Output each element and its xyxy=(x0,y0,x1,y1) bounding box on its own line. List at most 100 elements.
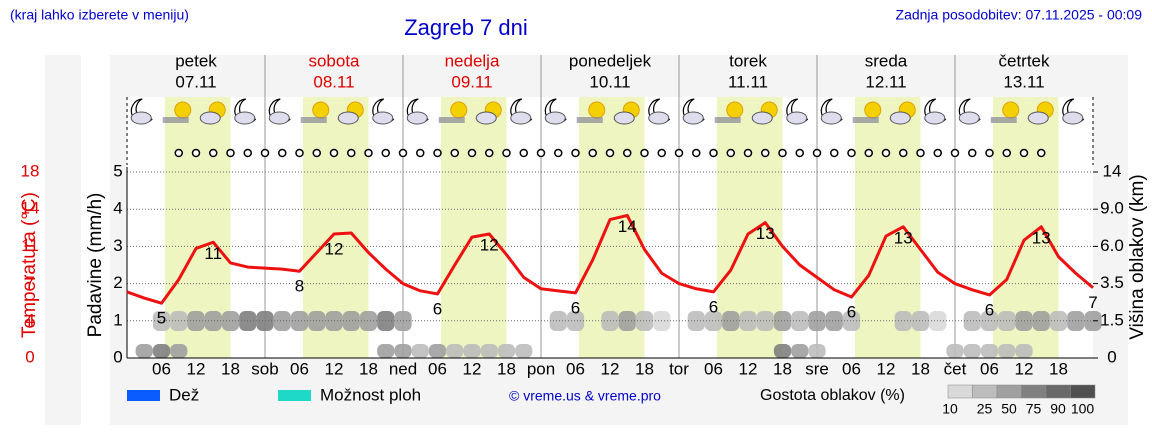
cloud-density xyxy=(894,311,912,331)
cloud-density xyxy=(791,344,809,358)
calm-wind xyxy=(278,148,287,158)
calm-wind xyxy=(381,148,390,158)
x-tick-label: 18 xyxy=(359,359,378,378)
x-tick-label: 18 xyxy=(221,359,240,378)
cloud-height-axis-label: Višina oblakov (km) xyxy=(1127,174,1148,339)
cloud-icon xyxy=(751,111,773,125)
temperature-label: 6 xyxy=(985,300,994,319)
calm-wind xyxy=(243,148,252,158)
calm-wind xyxy=(312,148,321,158)
calm-wind xyxy=(416,148,425,158)
calm-wind xyxy=(778,148,787,158)
cloud-density xyxy=(963,311,981,331)
sun-icon xyxy=(312,101,330,119)
cloud-icon xyxy=(889,111,911,125)
cloud-scale-label: 75 xyxy=(1026,401,1042,417)
cloud-density xyxy=(808,344,826,358)
cloud-icon xyxy=(1027,111,1049,125)
day-date: 08.11 xyxy=(313,72,354,91)
precip-tick-label: 0 xyxy=(113,347,122,366)
temperature-line xyxy=(126,213,1094,305)
temperature-tick-label: 7 xyxy=(25,273,34,292)
cloud-icon xyxy=(544,111,566,125)
x-tick-label: 12 xyxy=(877,359,896,378)
day-name: torek xyxy=(729,51,767,70)
calm-wind xyxy=(398,148,408,158)
temperature-label: 8 xyxy=(295,277,304,296)
temperature-label: 6 xyxy=(433,299,442,318)
fog-icon xyxy=(714,117,741,123)
calm-wind xyxy=(709,148,718,158)
header-updated: Zadnja posodobitev: 07.11.2025 - 00:09 xyxy=(896,7,1143,23)
calm-wind xyxy=(519,148,528,158)
cloud-density xyxy=(911,311,930,331)
calm-wind xyxy=(467,148,477,158)
cloud-height-tick-label: 3.5 xyxy=(1100,273,1124,292)
x-tick-label: 06 xyxy=(980,359,999,378)
cloud-scale-box xyxy=(1045,384,1071,399)
cloud-density xyxy=(497,344,516,358)
x-tick-label: 12 xyxy=(187,359,206,378)
calm-wind xyxy=(743,148,753,158)
cloud-scale-box xyxy=(972,384,998,399)
cloud-density xyxy=(946,344,964,358)
calm-wind xyxy=(830,148,839,158)
cloud-density xyxy=(221,311,240,331)
cloud-scale-label: 100 xyxy=(1071,401,1095,417)
day-name: četrtek xyxy=(998,51,1050,70)
day-date: 12.11 xyxy=(865,72,906,91)
day-date: 13.11 xyxy=(1003,72,1044,91)
calm-wind xyxy=(554,148,563,158)
precip-tick-label: 3 xyxy=(113,236,122,255)
cloud-density xyxy=(446,344,464,358)
cloud-density xyxy=(963,344,981,358)
temperature-label: 12 xyxy=(325,239,344,258)
calm-wind xyxy=(640,148,649,158)
calm-wind xyxy=(536,148,546,158)
temperature-label: 6 xyxy=(709,297,718,316)
cloud-density xyxy=(1015,344,1033,358)
calm-wind xyxy=(657,148,666,158)
fog-icon xyxy=(576,117,603,123)
day-date: 07.11 xyxy=(175,72,216,91)
cloud-icon xyxy=(820,111,842,125)
x-tick-label: 12 xyxy=(601,359,620,378)
calm-wind xyxy=(950,148,960,158)
sun-icon xyxy=(726,101,744,119)
calm-wind xyxy=(260,148,270,158)
left-panel xyxy=(45,55,81,425)
cloud-density xyxy=(842,311,861,331)
cloud-density xyxy=(135,344,153,358)
sun-icon xyxy=(450,101,468,119)
cloud-icon xyxy=(613,111,635,125)
cloud-density xyxy=(1049,311,1068,331)
x-tick-label: sre xyxy=(805,359,829,378)
cloud-density xyxy=(428,344,447,358)
x-tick-label: 12 xyxy=(463,359,482,378)
sun-icon xyxy=(588,101,606,119)
x-tick-label: 06 xyxy=(152,359,171,378)
calm-wind xyxy=(571,148,580,158)
cloud-icon xyxy=(268,111,290,125)
cloud-icon xyxy=(130,111,152,125)
cloud-density xyxy=(980,344,999,358)
cloud-scale-label: 50 xyxy=(1001,401,1017,417)
calm-wind xyxy=(450,148,459,158)
x-tick-label: 12 xyxy=(1015,359,1034,378)
cloud-icon xyxy=(406,111,428,125)
x-tick-label: pon xyxy=(527,359,555,378)
x-tick-label: 18 xyxy=(773,359,792,378)
x-tick-label: 06 xyxy=(842,359,861,378)
calm-wind xyxy=(623,148,632,158)
temperature-label: 6 xyxy=(847,303,856,322)
cloud-density xyxy=(773,311,792,331)
x-tick-label: 18 xyxy=(497,359,516,378)
cloud-density xyxy=(463,344,481,358)
day-name: ponedeljek xyxy=(569,51,652,70)
cloud-density xyxy=(756,311,774,331)
calm-wind xyxy=(864,148,873,158)
cloud-density xyxy=(618,311,636,331)
x-tick-label: tor xyxy=(669,359,689,378)
